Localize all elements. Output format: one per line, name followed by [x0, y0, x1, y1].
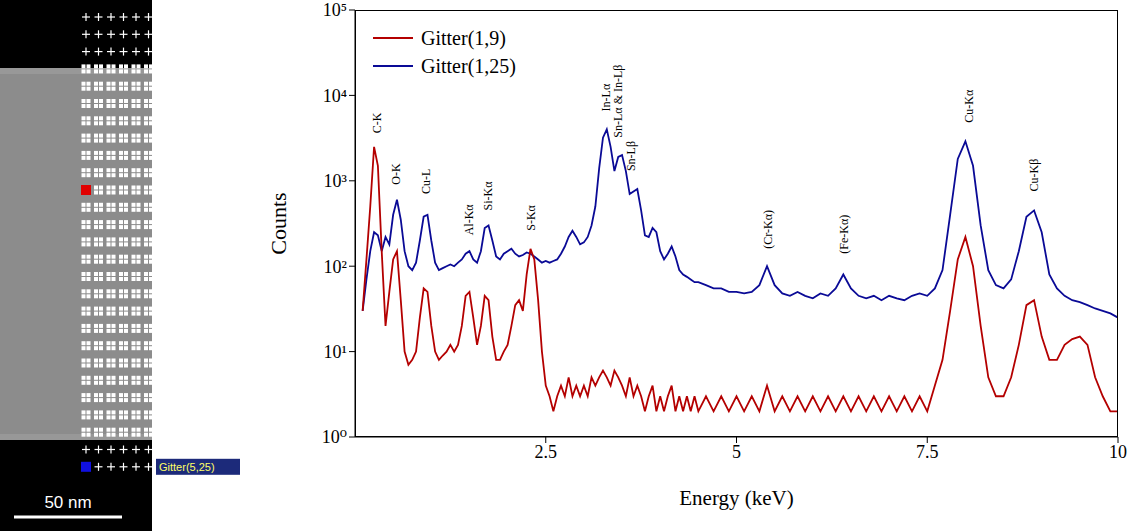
svg-text:Sn-Lα & In-Lβ: Sn-Lα & In-Lβ [611, 65, 625, 138]
svg-text:10⁰: 10⁰ [322, 427, 347, 447]
svg-text:Si-Kα: Si-Kα [481, 181, 495, 211]
svg-text:10⁴: 10⁴ [323, 86, 347, 106]
svg-text:C-K: C-K [370, 112, 384, 133]
html-text:Gitter(1,25): Gitter(1,25) [421, 54, 516, 77]
svg-text:Cu-Kβ: Cu-Kβ [1027, 159, 1041, 192]
svg-text:Energy (keV): Energy (keV) [679, 486, 794, 510]
svg-text:10: 10 [1109, 442, 1127, 462]
svg-text:Cu-Kα: Cu-Kα [962, 89, 976, 123]
svg-text:In-Lα: In-Lα [599, 83, 614, 112]
svg-text:(Fe-Kα): (Fe-Kα) [837, 215, 851, 254]
html-text:Gitter(1,9): Gitter(1,9) [421, 26, 506, 49]
svg-text:50 nm: 50 nm [44, 493, 91, 512]
svg-text:10¹: 10¹ [324, 342, 347, 362]
svg-text:2.5: 2.5 [535, 442, 558, 462]
svg-text:Counts: Counts [266, 192, 291, 254]
svg-text:Al-Kα: Al-Kα [462, 204, 476, 236]
svg-text:Sn-Lβ: Sn-Lβ [624, 141, 638, 171]
svg-text:O-K: O-K [389, 163, 403, 185]
svg-text:5: 5 [732, 442, 741, 462]
svg-text:10²: 10² [324, 257, 347, 277]
svg-text:(Cr-Kα): (Cr-Kα) [761, 210, 775, 249]
svg-text:10⁵: 10⁵ [323, 0, 347, 20]
svg-text:Cu-L: Cu-L [419, 169, 433, 194]
svg-text:S-Kα: S-Kα [524, 204, 538, 230]
svg-text:10³: 10³ [324, 171, 348, 191]
svg-text:Gitter(5,25): Gitter(5,25) [159, 461, 215, 473]
svg-text:7.5: 7.5 [916, 442, 939, 462]
